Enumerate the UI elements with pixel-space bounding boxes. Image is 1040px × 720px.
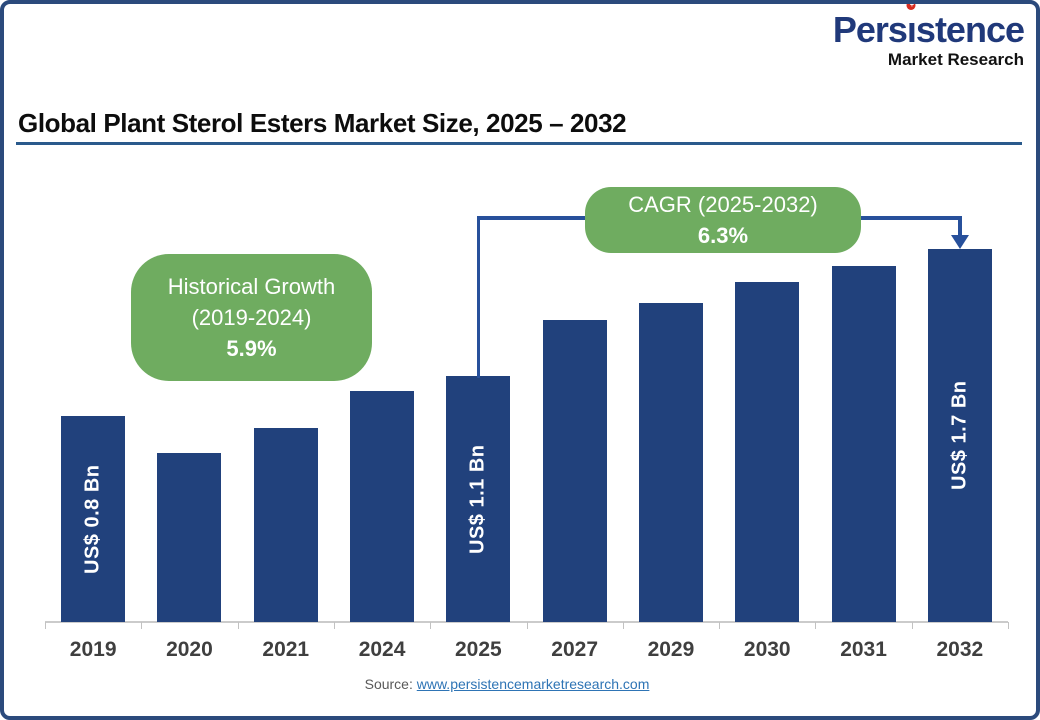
chart-title: Global Plant Sterol Esters Market Size, …	[18, 108, 627, 138]
bar-2021	[253, 428, 318, 622]
cagr-line1: CAGR (2025-2032)	[628, 192, 818, 217]
logo-tagline: Market Research	[887, 50, 1024, 69]
persistence-market-research-logo: Persı + stence Market Research	[832, 1, 1025, 69]
historical-growth-value: 5.9%	[226, 336, 277, 361]
bar-2027	[542, 320, 607, 622]
historical-growth-line1: Historical Growth	[167, 274, 336, 299]
x-axis-tick	[719, 622, 721, 629]
title-underline	[16, 142, 1022, 145]
bar-2024	[350, 391, 415, 622]
cagr-bracket-left-line	[476, 216, 481, 378]
source-link[interactable]: www.persistencemarketresearch.com	[416, 676, 650, 692]
bar-2031	[831, 266, 896, 622]
bar-value-label-2019: US$ 0.8 Bn	[81, 464, 104, 574]
x-axis-label-2020: 2020	[166, 638, 213, 661]
x-axis-tick	[815, 622, 817, 629]
bar-2030	[735, 282, 800, 622]
x-axis-tick	[333, 622, 335, 629]
bar-value-label-2025: US$ 1.1 Bn	[466, 444, 489, 554]
x-axis-tick	[45, 622, 46, 629]
x-axis-label-2021: 2021	[262, 638, 310, 661]
historical-growth-line2: (2019-2024)	[191, 305, 312, 330]
source-prefix: Source:	[364, 676, 413, 692]
cagr-bracket-right-line	[958, 216, 962, 235]
x-axis-label-2025: 2025	[454, 638, 502, 661]
x-axis-label-2019: 2019	[69, 638, 117, 661]
logo-letter-i: ı +	[906, 1, 917, 50]
logo-red-dot-icon: +	[906, 1, 916, 10]
bar-2032	[927, 249, 992, 622]
cagr-arrow-down-icon	[950, 235, 969, 249]
x-axis-label-2027: 2027	[551, 638, 598, 661]
x-axis-label-2030: 2030	[743, 638, 791, 661]
historical-growth-callout: Historical Growth (2019-2024) 5.9%	[131, 254, 372, 381]
x-axis-tick	[141, 622, 143, 629]
bar-2025	[446, 376, 511, 622]
bar-2020	[157, 453, 222, 622]
x-axis-tick	[237, 622, 239, 629]
cagr-callout: CAGR (2025-2032) 6.3%	[585, 187, 861, 253]
x-axis-tick	[526, 622, 528, 629]
x-axis-tick	[622, 622, 624, 629]
bar-value-label-2032: US$ 1.7 Bn	[948, 380, 971, 491]
bar-2019	[61, 416, 126, 622]
x-axis-tick	[430, 622, 432, 629]
logo-brand-text: Persı + stence	[832, 1, 1025, 50]
x-axis-label-2031: 2031	[840, 638, 887, 661]
x-axis-label-2024: 2024	[358, 638, 406, 661]
x-axis-tick	[911, 622, 913, 629]
source-line: Source: www.persistencemarketresearch.co…	[0, 676, 1014, 692]
bar-2029	[638, 303, 703, 622]
x-axis-label-2029: 2029	[647, 638, 695, 661]
x-axis-label-2032: 2032	[936, 638, 984, 661]
x-axis-tick	[1008, 622, 1009, 629]
cagr-value: 6.3%	[697, 223, 749, 248]
